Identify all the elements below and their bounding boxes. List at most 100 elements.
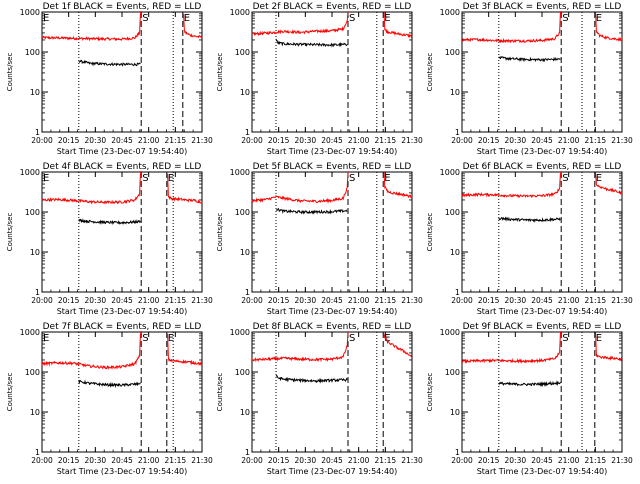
plot-frame (41, 331, 203, 453)
panel-det-4: Det 4f BLACK = Events, RED = LLD Counts/s… (6, 162, 213, 316)
x-tick-label: 20:00 (31, 296, 53, 305)
y-tick-label: 100 (25, 368, 40, 377)
y-tick-label: 1 (35, 288, 40, 297)
x-axis-label: Start Time (23-Dec-07 19:54:40) (477, 467, 608, 476)
x-tick-label: 20:45 (531, 296, 553, 305)
x-tick-label: 21:15 (375, 456, 397, 465)
panel-title: Det 2f BLACK = Events, RED = LLD (253, 2, 412, 12)
series-lld-line (595, 173, 623, 196)
panel-title: Det 4f BLACK = Events, RED = LLD (43, 162, 202, 172)
panel-title: Det 9f BLACK = Events, RED = LLD (463, 322, 622, 332)
x-tick-label: 20:30 (85, 296, 107, 305)
x-tick-label: 20:15 (268, 296, 290, 305)
x-tick-label: 20:45 (321, 456, 343, 465)
y-tick-label: 1000 (440, 8, 460, 17)
marker-letter-s: S (562, 173, 568, 184)
y-tick-label: 10 (30, 248, 40, 257)
x-tick-label: 20:00 (241, 296, 263, 305)
series-lld-line (41, 11, 142, 42)
y-tick-label: 1000 (230, 168, 250, 177)
y-tick-label: 1000 (230, 328, 250, 337)
panel-det-9: Det 9f BLACK = Events, RED = LLD Counts/s… (426, 322, 633, 476)
y-tick-label: 10 (450, 408, 460, 417)
x-tick-label: 21:15 (585, 456, 607, 465)
x-tick-label: 20:45 (321, 136, 343, 145)
series-lld-line (461, 330, 562, 364)
y-tick-label: 10 (240, 408, 250, 417)
x-tick-label: 21:30 (401, 296, 423, 305)
plot-frame (41, 11, 203, 133)
y-axis-label: Counts/sec (216, 213, 224, 252)
x-tick-label: 20:15 (58, 296, 80, 305)
y-axis-label: Counts/sec (6, 213, 14, 252)
x-tick-label: 21:30 (191, 136, 213, 145)
marker-letter-e: E (184, 13, 190, 24)
x-tick-label: 20:30 (85, 136, 107, 145)
x-tick-label: 21:15 (585, 136, 607, 145)
panel-det-5: Det 5f BLACK = Events, RED = LLD Counts/s… (216, 162, 423, 316)
panel-det-1: Det 1f BLACK = Events, RED = LLD Counts/s… (6, 2, 213, 156)
x-tick-label: 20:45 (531, 456, 553, 465)
y-tick-label: 1 (245, 128, 250, 137)
series-lld-line (167, 333, 203, 367)
series-events-line (78, 59, 141, 67)
x-tick-label: 20:15 (58, 456, 80, 465)
series-events-line (275, 374, 348, 384)
x-tick-label: 21:00 (558, 456, 580, 465)
y-axis-label: Counts/sec (216, 373, 224, 412)
x-tick-label: 21:00 (558, 136, 580, 145)
y-tick-label: 10 (30, 88, 40, 97)
y-tick-label: 100 (445, 368, 460, 377)
series-lld-line (41, 331, 142, 371)
y-axis-label: Counts/sec (426, 373, 434, 412)
panel-det-8: Det 8f BLACK = Events, RED = LLD Counts/s… (216, 322, 423, 476)
y-tick-label: 100 (235, 48, 250, 57)
panel-det-7: Det 7f BLACK = Events, RED = LLD Counts/s… (6, 322, 213, 476)
x-tick-label: 21:00 (138, 456, 160, 465)
marker-letter-s: S (562, 333, 568, 344)
x-tick-label: 21:15 (165, 296, 187, 305)
x-tick-label: 20:15 (268, 136, 290, 145)
x-tick-label: 20:00 (31, 456, 53, 465)
x-tick-label: 20:15 (58, 136, 80, 145)
y-axis-label: Counts/sec (426, 53, 434, 92)
series-lld-line (183, 13, 203, 39)
x-tick-label: 20:30 (505, 136, 527, 145)
x-tick-label: 21:00 (348, 136, 370, 145)
y-tick-label: 1000 (440, 168, 460, 177)
y-tick-label: 1 (455, 448, 460, 457)
marker-letter-e: E (596, 13, 602, 24)
x-tick-label: 20:30 (505, 296, 527, 305)
x-tick-label: 21:30 (191, 456, 213, 465)
x-tick-label: 21:15 (375, 296, 397, 305)
x-axis-label: Start Time (23-Dec-07 19:54:40) (57, 467, 188, 476)
x-tick-label: 20:00 (451, 456, 473, 465)
y-tick-label: 100 (445, 48, 460, 57)
panel-det-3: Det 3f BLACK = Events, RED = LLD Counts/s… (426, 2, 633, 156)
series-lld-line (461, 10, 562, 44)
x-tick-label: 20:45 (111, 136, 133, 145)
x-tick-label: 20:15 (478, 136, 500, 145)
marker-letter-e: E (596, 173, 602, 184)
y-tick-label: 1 (245, 288, 250, 297)
y-tick-label: 1000 (20, 168, 40, 177)
x-axis-label: Start Time (23-Dec-07 19:54:40) (267, 147, 398, 156)
series-lld-line (461, 171, 562, 199)
marker-letter-s: S (142, 333, 148, 344)
series-lld-line (251, 171, 349, 204)
x-tick-label: 20:45 (531, 136, 553, 145)
panel-title: Det 1f BLACK = Events, RED = LLD (43, 2, 202, 12)
series-events-line (498, 380, 561, 387)
x-tick-label: 20:00 (241, 456, 263, 465)
marker-letter-s: S (142, 173, 148, 184)
marker-letter-e: E (384, 333, 390, 344)
plot-frame (461, 11, 623, 133)
x-tick-label: 21:30 (401, 136, 423, 145)
y-tick-label: 1 (455, 288, 460, 297)
y-axis-label: Counts/sec (6, 373, 14, 412)
marker-letter-e: E (384, 173, 390, 184)
y-tick-label: 100 (25, 208, 40, 217)
x-tick-label: 21:15 (165, 456, 187, 465)
y-tick-label: 1000 (440, 328, 460, 337)
